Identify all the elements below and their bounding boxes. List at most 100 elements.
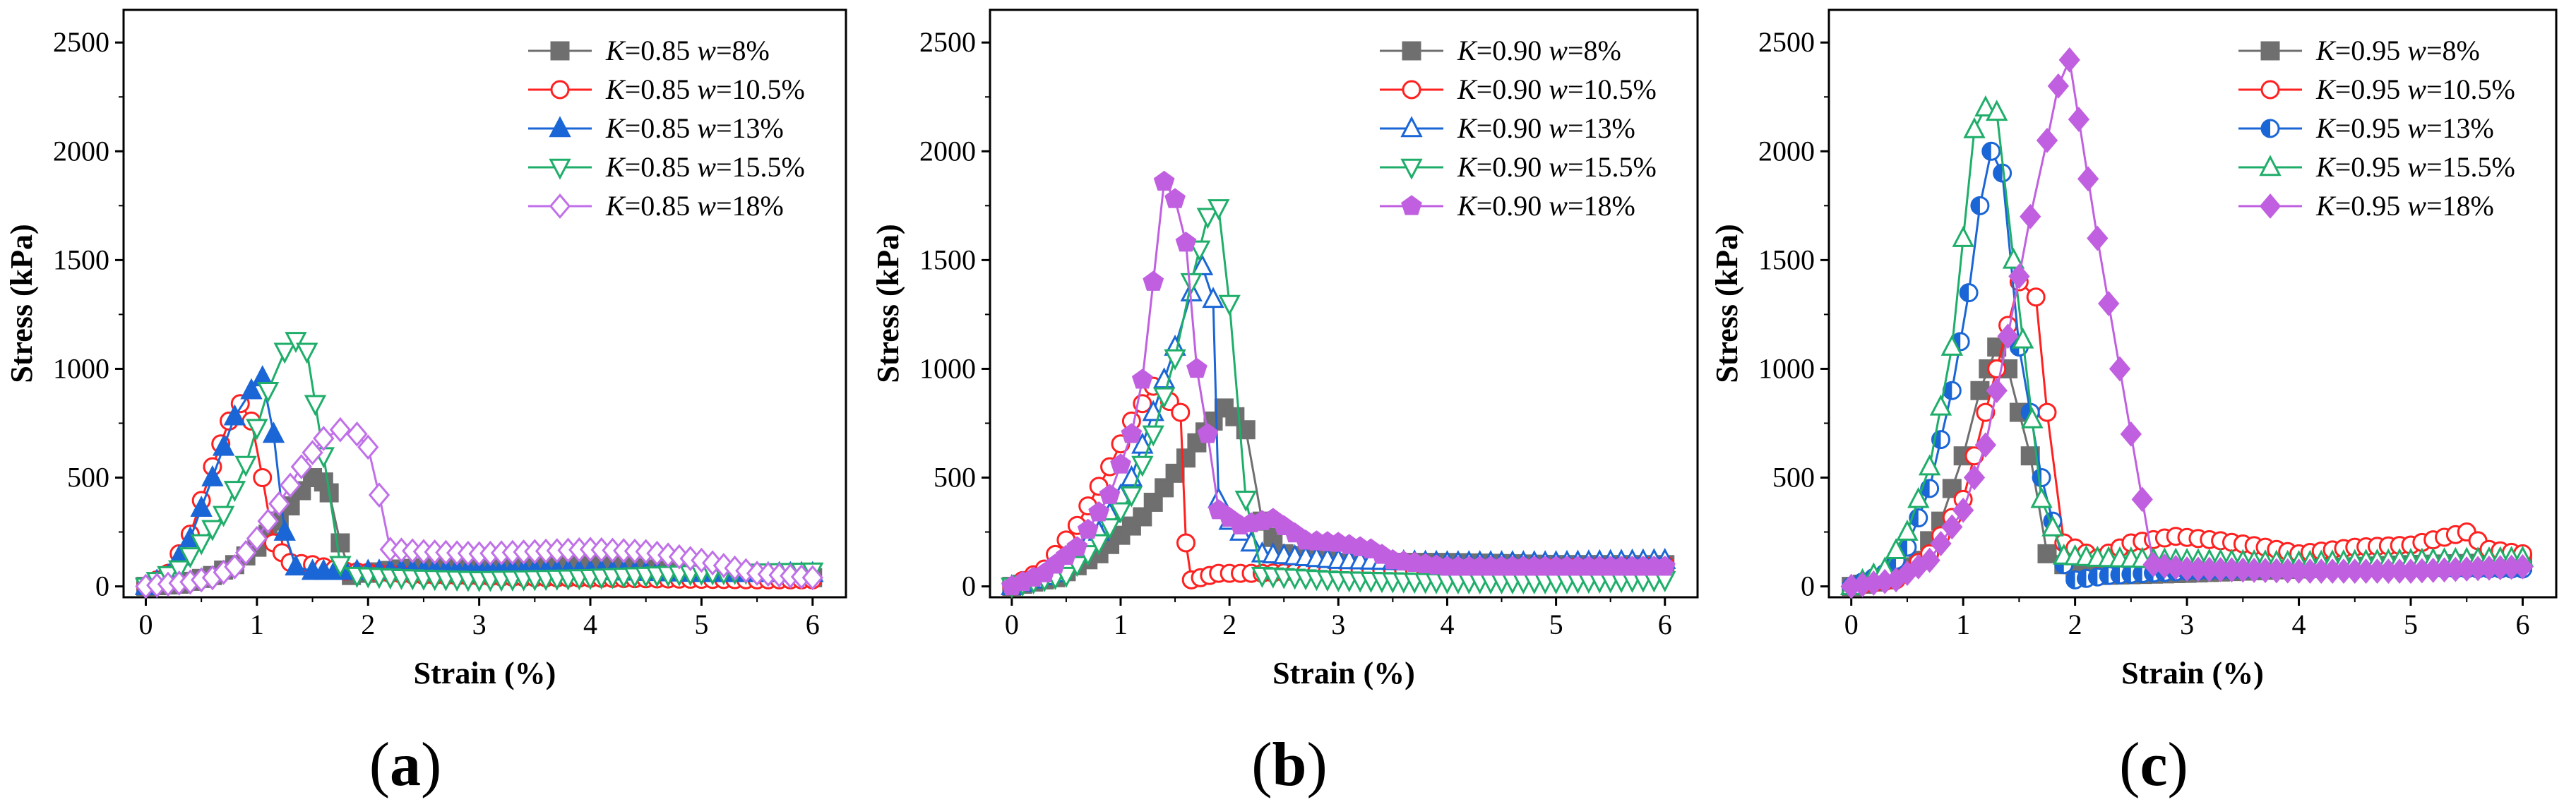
- data-point: [346, 421, 368, 447]
- legend-marker: [550, 41, 570, 61]
- x-tick-label: 0: [1844, 609, 1859, 640]
- data-point: [1197, 423, 1219, 443]
- legend-label: K=0.85 w=8%: [605, 35, 770, 66]
- data-point: [279, 472, 302, 498]
- legend-entry: K=0.95 w=10.5%: [2238, 73, 2515, 105]
- data-point: [1121, 423, 1143, 443]
- data-point: [1929, 394, 1952, 416]
- legend-label: K=0.85 w=18%: [605, 190, 784, 222]
- x-tick-label: 4: [1440, 609, 1454, 640]
- data-point: [1142, 425, 1164, 447]
- chart-panel-2: 0 1 2 3 4 5 6 0 500 1000 1500 2000 2500 Strain (%) Str…: [871, 8, 1699, 799]
- data-point: [285, 554, 307, 576]
- y-tick-label: 2500: [1758, 26, 1815, 58]
- legend-marker: [549, 158, 571, 180]
- data-point: [2037, 402, 2057, 422]
- data-point: [2068, 107, 2090, 133]
- data-point: [1986, 378, 2008, 404]
- y-tick-label: 1500: [1758, 244, 1815, 275]
- legend-marker: [1401, 195, 1422, 215]
- y-tick-label: 2500: [919, 26, 976, 58]
- y-tick-label: 1000: [1758, 352, 1815, 384]
- y-tick-label: 500: [934, 462, 976, 493]
- y-tick-label: 1500: [53, 244, 109, 275]
- data-point: [1153, 170, 1175, 191]
- y-tick-label: 1000: [53, 352, 109, 384]
- data-point: [1186, 357, 1208, 378]
- data-point: [257, 508, 279, 534]
- data-point: [273, 519, 296, 541]
- data-point: [1941, 514, 1963, 540]
- data-point: [253, 468, 273, 488]
- x-axis-label: Strain (%): [2121, 656, 2264, 690]
- data-point: [256, 381, 280, 403]
- legend-label: K=0.90 w=8%: [1457, 35, 1621, 66]
- legend-entry: K=0.90 w=8%: [1380, 35, 1621, 66]
- data-point: [1109, 502, 1132, 524]
- y-tick-label: 0: [962, 570, 976, 602]
- data-point: [1176, 533, 1195, 553]
- x-tick-label: 5: [694, 609, 708, 640]
- data-point: [1959, 283, 1979, 303]
- data-point: [302, 440, 323, 466]
- legend-label: K=0.90 w=10.5%: [1457, 73, 1657, 105]
- data-point: [285, 332, 307, 354]
- x-tick-label: 2: [361, 609, 375, 640]
- data-point: [1164, 188, 1186, 208]
- data-point: [1180, 273, 1203, 294]
- data-point: [1919, 547, 1940, 573]
- data-point: [1208, 199, 1230, 221]
- legend-entry: K=0.85 w=15.5%: [528, 151, 805, 183]
- data-point: [2131, 486, 2153, 513]
- y-tick-label: 500: [1772, 462, 1815, 493]
- data-point: [1143, 270, 1164, 291]
- legend-marker: [550, 80, 570, 100]
- x-tick-label: 1: [1114, 609, 1128, 640]
- legend-entry: K=0.90 w=13%: [1380, 112, 1635, 144]
- data-point: [224, 553, 246, 580]
- data-point: [2011, 327, 2034, 349]
- plot-frame: [989, 8, 1699, 599]
- plot-frame: [122, 8, 847, 599]
- data-point: [1087, 534, 1110, 556]
- data-point: [313, 426, 335, 451]
- data-point: [2036, 127, 2058, 153]
- x-tick-label: 3: [2180, 609, 2194, 640]
- series-0.95-w18%: [1840, 47, 2534, 599]
- data-point: [1952, 225, 1974, 247]
- legend-label: K=0.95 w=18%: [2315, 190, 2494, 222]
- data-point: [212, 505, 235, 527]
- data-point: [1171, 402, 1191, 422]
- data-point: [1099, 484, 1121, 504]
- data-point: [1976, 402, 1996, 422]
- legend-label: K=0.95 w=13%: [2315, 112, 2494, 144]
- data-point: [223, 404, 246, 426]
- legend-label: K=0.90 w=13%: [1457, 112, 1635, 144]
- legend-marker: [2260, 41, 2280, 61]
- legend-entry: K=0.85 w=18%: [528, 190, 784, 222]
- data-point: [234, 455, 257, 477]
- data-point: [1196, 208, 1219, 229]
- data-point: [1098, 518, 1121, 539]
- data-point: [1930, 531, 1952, 556]
- legend-label: K=0.85 w=15.5%: [605, 151, 805, 183]
- data-point: [1981, 141, 2001, 161]
- data-point: [2032, 468, 2051, 488]
- data-point: [1940, 334, 1963, 356]
- data-point: [2058, 47, 2080, 73]
- y-tick-label: 1500: [919, 244, 976, 275]
- data-point: [2026, 287, 2046, 307]
- series-0.90-w18%: [1001, 170, 1676, 596]
- data-point: [304, 395, 327, 417]
- data-point: [2020, 203, 2041, 229]
- data-point: [201, 520, 224, 541]
- y-tick-label: 500: [67, 462, 109, 493]
- data-point: [212, 434, 235, 456]
- data-point: [2002, 247, 2025, 269]
- data-point: [1952, 497, 1974, 523]
- x-tick-label: 1: [1956, 609, 1970, 640]
- x-tick-label: 6: [2515, 609, 2529, 640]
- legend-label: K=0.85 w=13%: [605, 112, 784, 144]
- data-point: [2047, 73, 2070, 99]
